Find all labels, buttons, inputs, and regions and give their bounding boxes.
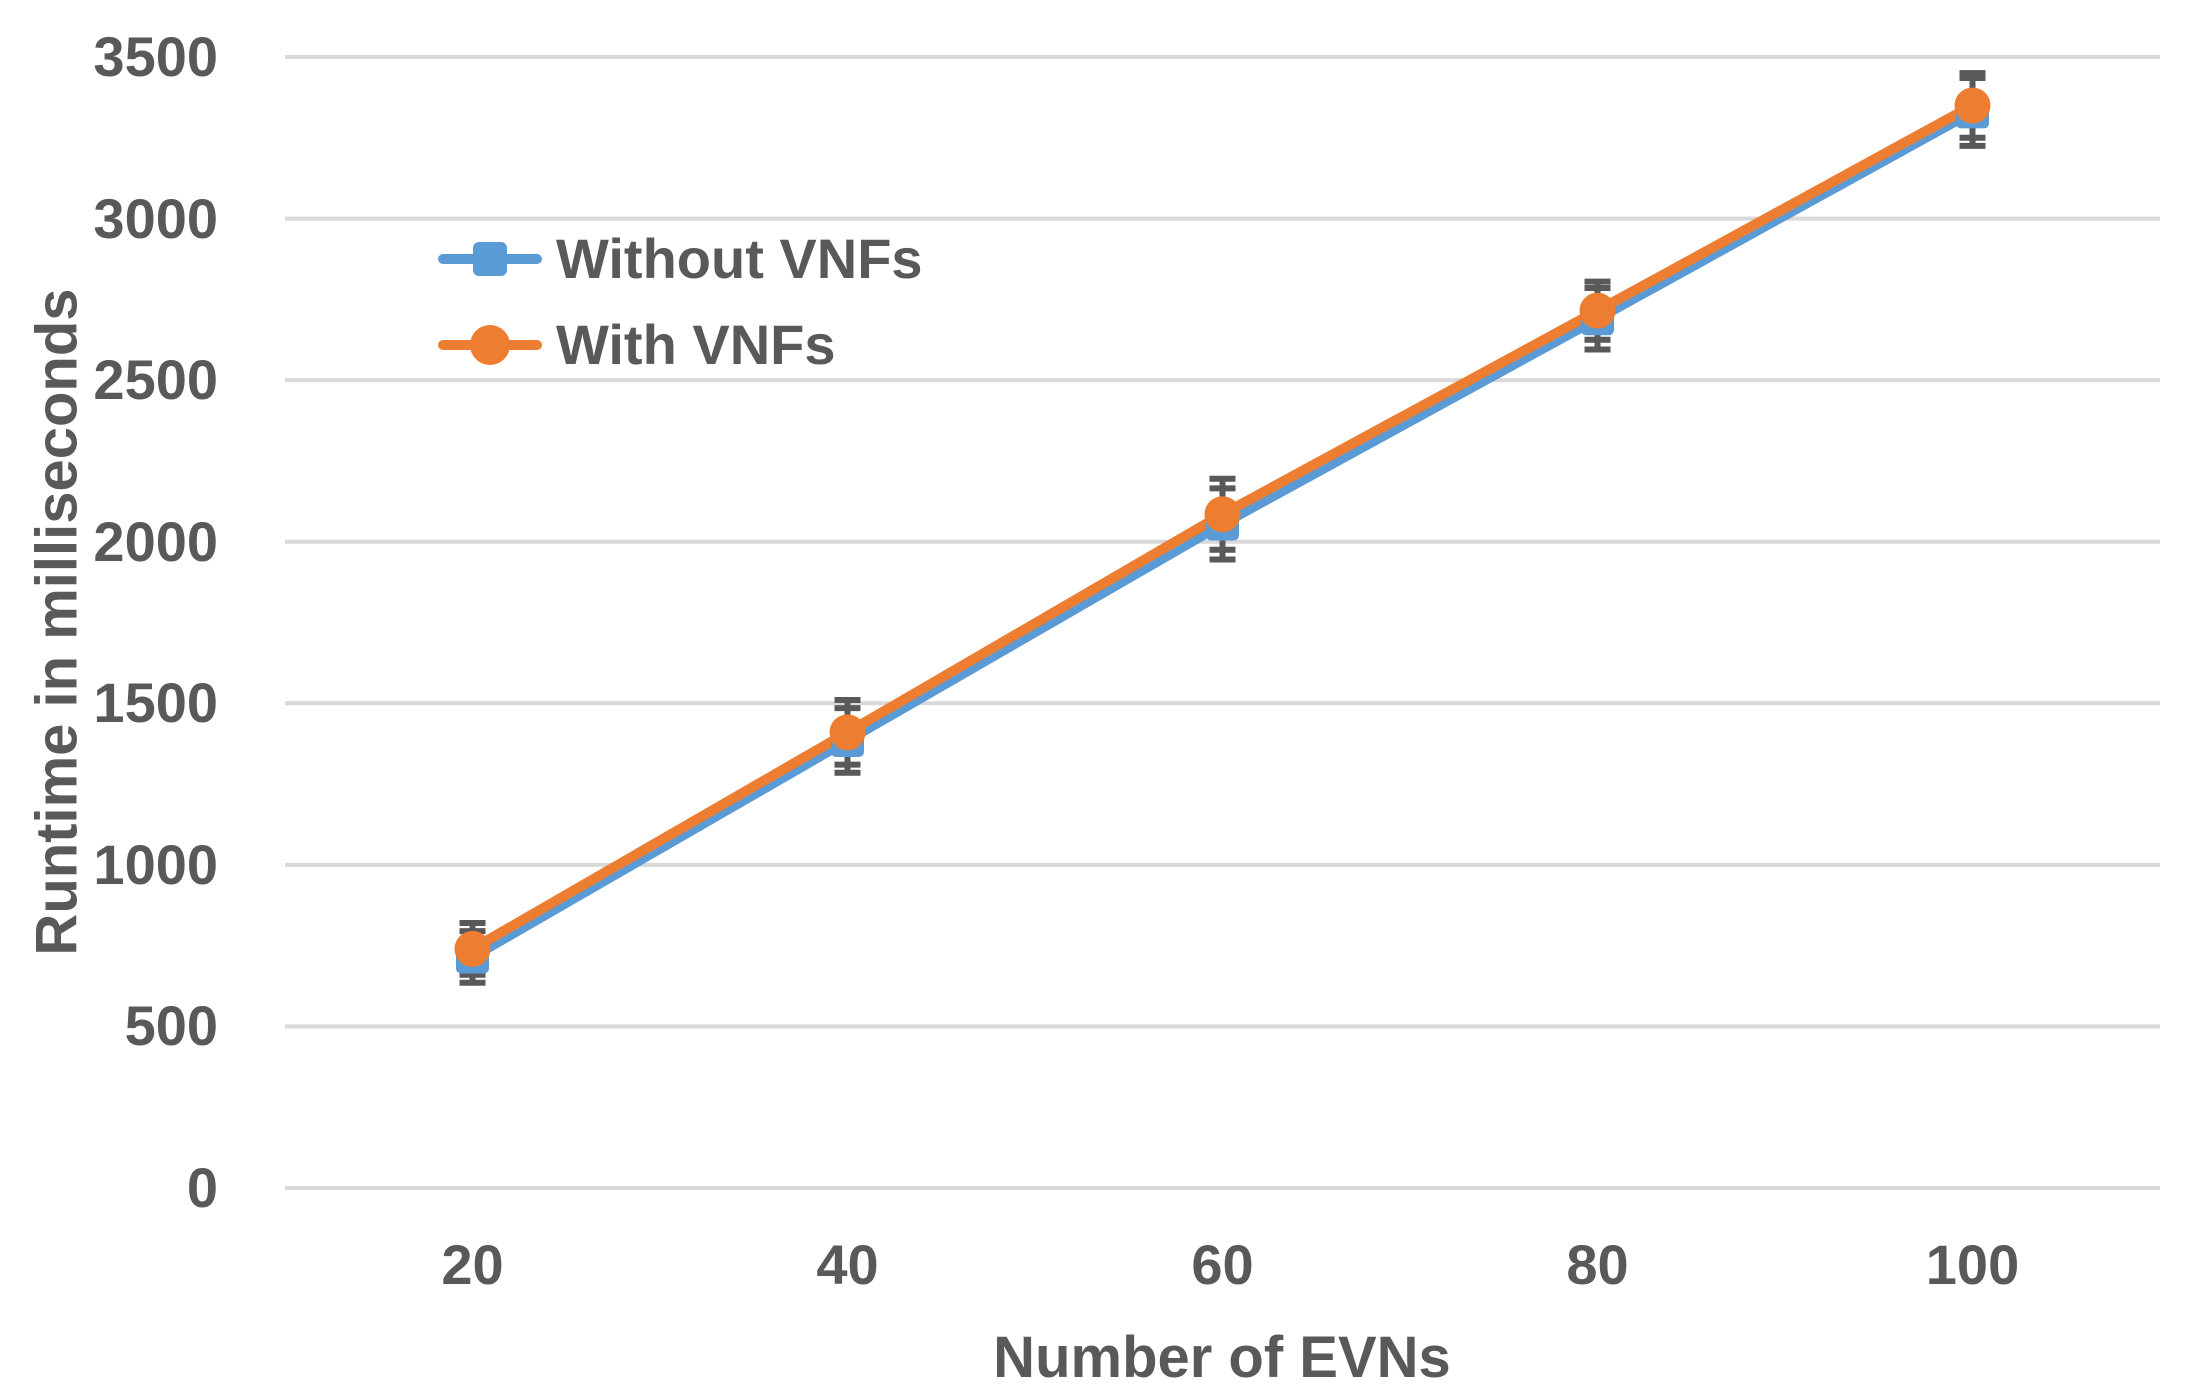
legend-label-without-vnfs: Without VNFs bbox=[556, 227, 923, 290]
x-axis-title: Number of EVNs bbox=[993, 1325, 1451, 1390]
x-tick-label: 80 bbox=[1566, 1233, 1629, 1296]
circle-marker-icon bbox=[470, 325, 510, 365]
legend: Without VNFs With VNFs bbox=[438, 228, 923, 376]
data-point-circle bbox=[1954, 87, 1991, 124]
legend-item-with-vnfs: With VNFs bbox=[438, 314, 923, 376]
x-tick-label: 100 bbox=[1925, 1233, 2020, 1296]
x-tick-label: 20 bbox=[441, 1233, 504, 1296]
legend-item-without-vnfs: Without VNFs bbox=[438, 228, 923, 290]
y-tick-label: 0 bbox=[186, 1156, 218, 1219]
x-tick-label: 60 bbox=[1191, 1233, 1254, 1296]
y-tick-label: 1000 bbox=[93, 832, 218, 896]
data-point-circle bbox=[1204, 496, 1241, 533]
data-point-circle bbox=[454, 930, 491, 967]
legend-label-with-vnfs: With VNFs bbox=[556, 313, 836, 376]
y-tick-label: 3500 bbox=[93, 25, 218, 88]
y-tick-label: 1500 bbox=[93, 671, 218, 735]
square-marker-icon bbox=[473, 242, 507, 276]
y-tick-label: 2500 bbox=[93, 348, 218, 412]
y-tick-label: 2000 bbox=[93, 509, 218, 573]
legend-line-circle-marker-icon bbox=[438, 321, 542, 369]
data-point-circle bbox=[829, 714, 866, 751]
y-tick-label: 3000 bbox=[93, 186, 218, 250]
y-tick-label: 500 bbox=[124, 994, 218, 1058]
data-point-circle bbox=[1579, 292, 1616, 329]
x-tick-label: 40 bbox=[816, 1233, 879, 1296]
legend-line-square-marker-icon bbox=[438, 235, 542, 283]
